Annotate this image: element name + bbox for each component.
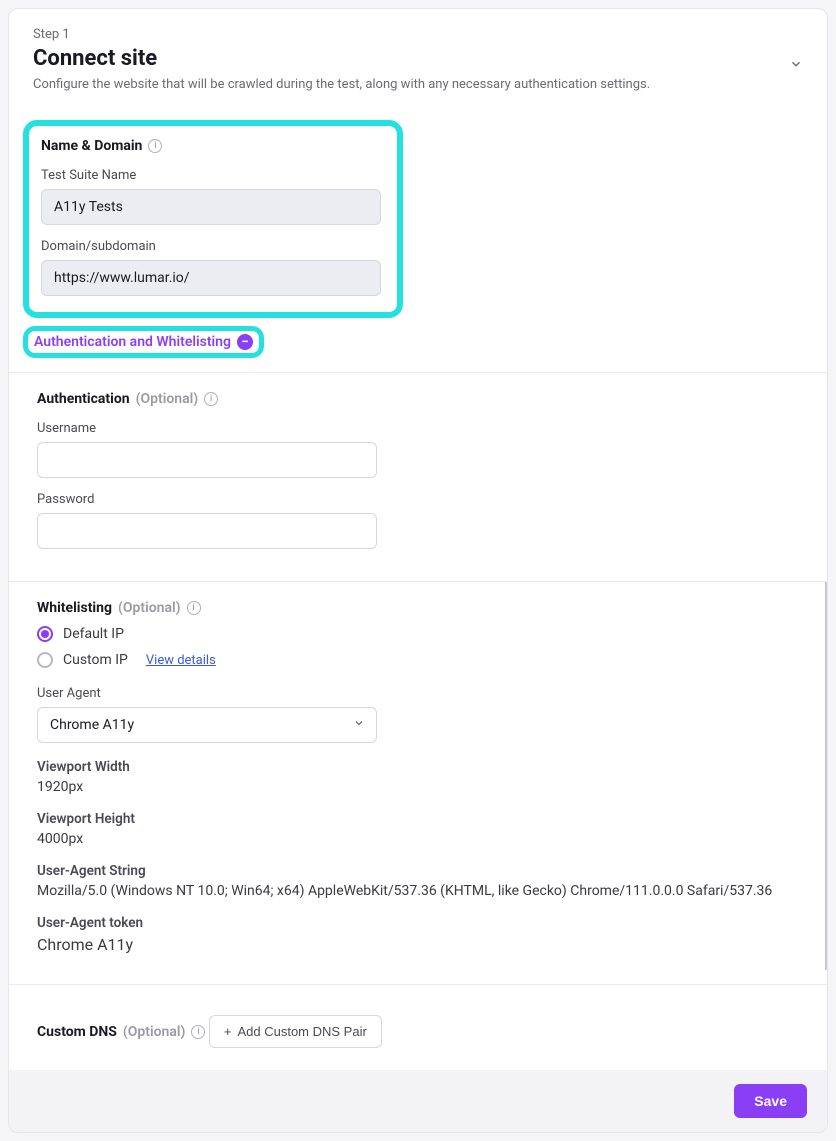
save-button[interactable]: Save — [734, 1084, 807, 1118]
page-subtitle: Configure the website that will be crawl… — [33, 77, 803, 92]
user-agent-select-wrap: Chrome A11y — [37, 707, 377, 743]
authentication-section: Authentication (Optional) i Username Pas… — [9, 373, 827, 567]
custom-dns-optional: (Optional) — [123, 1024, 186, 1040]
viewport-height-label: Viewport Height — [37, 811, 797, 827]
custom-dns-heading-text: Custom DNS — [37, 1024, 117, 1040]
password-input[interactable] — [37, 513, 377, 549]
ua-token-value: Chrome A11y — [37, 935, 797, 954]
auth-optional: (Optional) — [136, 391, 199, 407]
page-title: Connect site — [33, 46, 803, 71]
viewport-height-value: 4000px — [37, 831, 797, 847]
viewport-width-label: Viewport Width — [37, 759, 797, 775]
auth-whitelist-label: Authentication and Whitelisting — [34, 334, 231, 350]
ua-string-label: User-Agent String — [37, 863, 797, 879]
viewport-width-value: 1920px — [37, 779, 797, 795]
domain-label: Domain/subdomain — [41, 239, 385, 254]
ua-string-value: Mozilla/5.0 (Windows NT 10.0; Win64; x64… — [37, 883, 797, 899]
user-agent-select[interactable]: Chrome A11y — [37, 707, 377, 743]
info-icon[interactable]: i — [191, 1025, 205, 1039]
test-suite-label: Test Suite Name — [41, 168, 385, 183]
default-ip-option[interactable]: Default IP — [37, 626, 797, 642]
collapse-toggle[interactable] — [789, 57, 803, 75]
username-label: Username — [37, 421, 799, 436]
custom-ip-label: Custom IP — [63, 652, 128, 668]
auth-heading: Authentication (Optional) i — [37, 391, 218, 407]
radio-selected-icon — [37, 626, 53, 642]
username-input[interactable] — [37, 442, 377, 478]
name-domain-heading: Name & Domain i — [41, 138, 162, 154]
whitelisting-section: Whitelisting (Optional) i Default IP Cus… — [9, 582, 827, 970]
add-custom-dns-label: Add Custom DNS Pair — [237, 1024, 366, 1039]
info-icon[interactable]: i — [187, 601, 201, 615]
add-custom-dns-button[interactable]: + Add Custom DNS Pair — [209, 1015, 382, 1048]
domain-input[interactable] — [41, 260, 381, 296]
test-suite-input[interactable] — [41, 189, 381, 225]
password-label: Password — [37, 492, 799, 507]
chevron-down-icon — [789, 57, 803, 71]
card-footer: Save — [9, 1070, 827, 1132]
step-label: Step 1 — [33, 27, 803, 42]
default-ip-label: Default IP — [63, 626, 124, 642]
whitelist-heading: Whitelisting (Optional) i — [37, 600, 201, 616]
plus-icon: + — [224, 1024, 232, 1039]
whitelist-optional: (Optional) — [118, 600, 181, 616]
whitelist-heading-text: Whitelisting — [37, 600, 112, 616]
ua-token-label: User-Agent token — [37, 915, 797, 931]
custom-dns-heading: Custom DNS (Optional) i — [37, 1024, 205, 1040]
name-domain-highlight: Name & Domain i Test Suite Name Domain/s… — [23, 120, 403, 318]
custom-ip-option[interactable]: Custom IP View details — [37, 652, 797, 668]
connect-site-card: Step 1 Connect site Configure the websit… — [8, 8, 828, 1133]
custom-dns-section: Custom DNS (Optional) i + Add Custom DNS… — [9, 985, 827, 1060]
auth-whitelist-toggle[interactable]: Authentication and Whitelisting − — [34, 334, 253, 350]
card-header: Step 1 Connect site Configure the websit… — [9, 9, 827, 114]
radio-unselected-icon — [37, 652, 53, 668]
auth-whitelist-highlight: Authentication and Whitelisting − — [23, 326, 264, 358]
user-agent-label: User Agent — [37, 686, 797, 701]
view-details-link[interactable]: View details — [146, 653, 216, 668]
name-domain-heading-text: Name & Domain — [41, 138, 142, 154]
auth-heading-text: Authentication — [37, 391, 130, 407]
info-icon[interactable]: i — [204, 392, 218, 406]
info-icon[interactable]: i — [148, 139, 162, 153]
minus-icon: − — [237, 334, 253, 350]
